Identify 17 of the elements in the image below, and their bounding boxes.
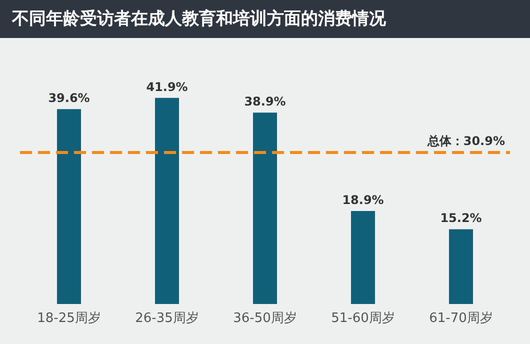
data-label: 41.9% (146, 80, 188, 94)
chart-title: 不同年龄受访者在成人教育和培训方面的消费情况 (0, 0, 530, 38)
ref-line-label: 总体：30.9% (426, 134, 505, 148)
bar (57, 109, 81, 304)
bar (351, 211, 375, 304)
x-tick-label: 51-60周岁 (331, 311, 395, 326)
bar (253, 112, 277, 304)
bar (449, 229, 473, 304)
x-tick-label: 61-70周岁 (429, 311, 493, 326)
data-label: 15.2% (440, 211, 482, 226)
data-label: 39.6% (48, 91, 90, 106)
x-tick-label: 36-50周岁 (233, 311, 297, 326)
bar (155, 98, 179, 304)
x-tick-label: 18-25周岁 (37, 311, 101, 326)
x-tick-label: 26-35周岁 (135, 311, 199, 326)
data-label: 18.9% (342, 193, 384, 208)
data-label: 38.9% (244, 94, 286, 109)
